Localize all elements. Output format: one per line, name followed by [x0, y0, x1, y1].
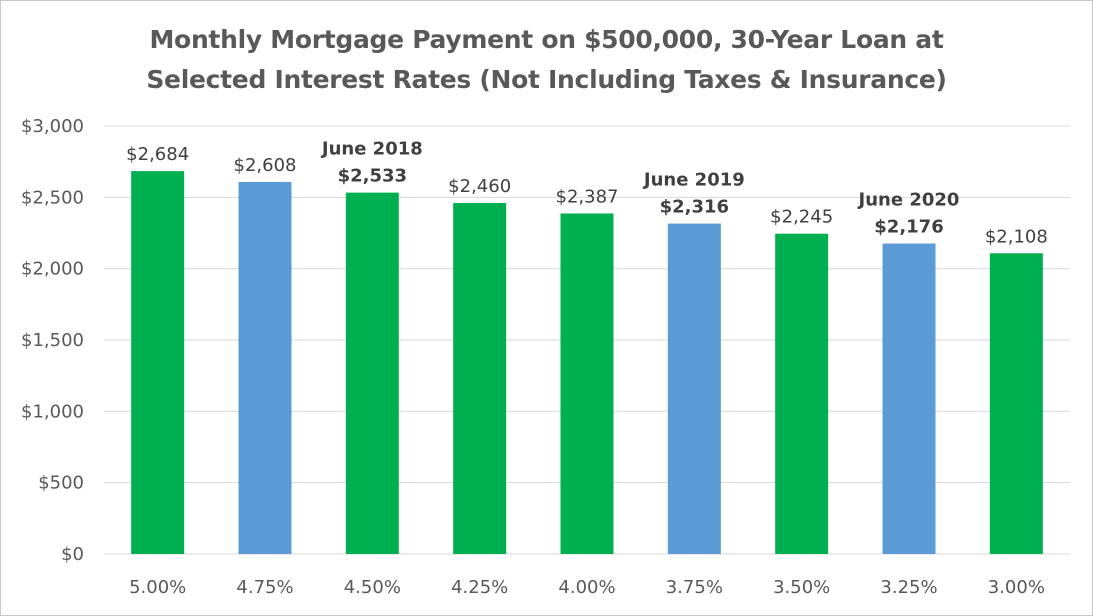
y-tick-label: $2,500 [21, 187, 84, 208]
y-tick-label: $1,500 [21, 330, 84, 351]
x-tick-label: 4.00% [558, 577, 615, 598]
bar [882, 243, 936, 555]
data-label: $2,176 [874, 217, 943, 238]
data-label: $2,108 [985, 226, 1048, 247]
x-tick-label: 5.00% [129, 577, 186, 598]
date-annotation: June 2019 [642, 170, 745, 191]
x-tick-label: 4.25% [451, 577, 508, 598]
x-tick-label: 3.25% [880, 577, 937, 598]
x-tick-label: 3.50% [773, 577, 830, 598]
bar [667, 223, 721, 555]
chart-title-line-2: Selected Interest Rates (Not Including T… [146, 65, 947, 94]
data-label: $2,533 [338, 166, 407, 187]
y-tick-label: $2,000 [21, 259, 84, 280]
chart-title-line-1: Monthly Mortgage Payment on $500,000, 30… [149, 25, 944, 54]
data-label: $2,387 [556, 186, 619, 207]
bar [989, 253, 1043, 554]
y-tick-label: $0 [61, 544, 84, 565]
y-tick-label: $3,000 [21, 116, 84, 137]
date-annotation: June 2020 [857, 190, 960, 211]
bar [560, 213, 614, 555]
bar [775, 233, 829, 555]
data-label: $2,245 [770, 207, 833, 228]
bar [453, 203, 507, 555]
x-tick-label: 3.00% [988, 577, 1045, 598]
data-label: $2,684 [126, 144, 189, 165]
date-annotation: June 2018 [320, 139, 423, 160]
x-tick-label: 4.75% [236, 577, 293, 598]
data-label: $2,608 [234, 155, 297, 176]
data-label: $2,460 [448, 176, 511, 197]
data-label: $2,316 [660, 197, 729, 218]
x-tick-label: 3.75% [666, 577, 723, 598]
y-tick-label: $1,000 [21, 401, 84, 422]
bar [131, 171, 185, 554]
y-tick-label: $500 [38, 473, 84, 494]
bar [345, 192, 399, 554]
x-tick-label: 4.50% [344, 577, 401, 598]
bar [238, 181, 292, 554]
chart-title: Monthly Mortgage Payment on $500,000, 30… [0, 20, 1093, 100]
